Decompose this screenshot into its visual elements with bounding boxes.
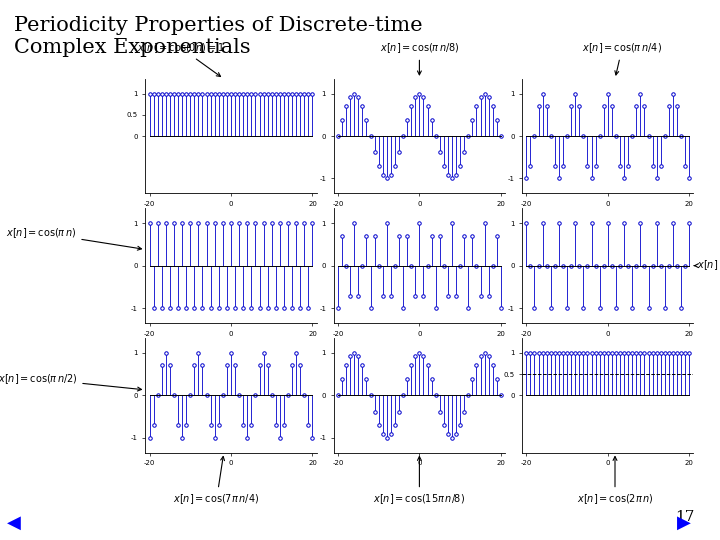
- Text: $x[n]=\cos(7\pi\,n/4)$: $x[n]=\cos(7\pi\,n/4)$: [174, 456, 260, 506]
- Text: $x[n]=\cos(3\pi\,n/2)$: $x[n]=\cos(3\pi\,n/2)$: [694, 259, 720, 272]
- Text: $x[n]=\cos(\pi\,n)$: $x[n]=\cos(\pi\,n)$: [6, 226, 141, 250]
- Text: $x[n]=\cos(0n)=1$: $x[n]=\cos(0n)=1$: [137, 41, 225, 77]
- Text: $x[n]=\cos(\pi\,n/2)$: $x[n]=\cos(\pi\,n/2)$: [0, 372, 141, 391]
- Text: $x[n]=\cos(\pi\,n/4)$: $x[n]=\cos(\pi\,n/4)$: [582, 41, 662, 75]
- Text: ◀: ◀: [7, 514, 21, 532]
- Text: $x[n]=\cos(2\pi\,n)$: $x[n]=\cos(2\pi\,n)$: [577, 456, 653, 506]
- Text: $x[n]=\cos(\pi\,n/8)$: $x[n]=\cos(\pi\,n/8)$: [379, 41, 459, 75]
- Text: Periodicity Properties of Discrete-time
Complex Exponentials: Periodicity Properties of Discrete-time …: [14, 16, 423, 57]
- Text: 17: 17: [675, 510, 695, 524]
- Text: ▶: ▶: [678, 514, 691, 532]
- Text: $x[n]=\cos(15\pi\,n/8)$: $x[n]=\cos(15\pi\,n/8)$: [374, 456, 465, 506]
